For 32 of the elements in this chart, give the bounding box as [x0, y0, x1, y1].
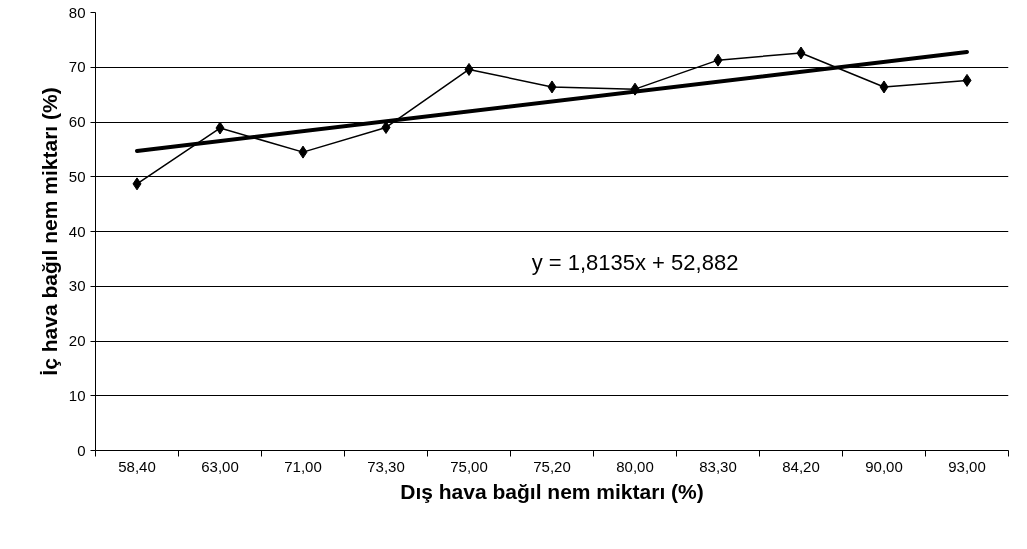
point	[298, 145, 308, 159]
point	[464, 62, 474, 76]
y-tick-label: 0	[77, 441, 86, 459]
y-tick-label: 10	[68, 386, 86, 404]
point	[879, 80, 889, 94]
annotation: y = 1,8135x + 52,882	[531, 249, 739, 275]
x-tick-label: 75,00	[450, 457, 488, 475]
y-tick-label: 30	[68, 277, 86, 295]
point	[796, 46, 806, 60]
y-tick-label: 50	[68, 167, 86, 185]
y-tick-label: 40	[68, 222, 86, 240]
y-tick-label: 60	[68, 113, 86, 130]
x-tick-label: 90,00	[865, 457, 903, 475]
x-tick-label: 83,30	[699, 457, 737, 475]
point	[132, 177, 142, 191]
point	[713, 53, 723, 67]
point	[962, 73, 972, 87]
y-axis-title: İç hava bağıl nem miktarı (%)	[37, 87, 61, 376]
x-axis-title: Dış hava bağıl nem miktarı (%)	[400, 479, 704, 503]
point	[547, 80, 557, 94]
y-tick-label: 20	[68, 332, 86, 349]
x-tick-label: 63,00	[201, 457, 239, 475]
x-tick-label: 73,30	[367, 457, 405, 475]
y-tick-label: 70	[68, 58, 86, 76]
x-tick-label: 93,00	[948, 457, 986, 475]
y-tick-label: 80	[68, 3, 86, 21]
x-tick-label: 80,00	[616, 457, 654, 475]
x-tick-label: 58,40	[118, 457, 156, 475]
x-tick-label: 75,20	[533, 457, 571, 475]
x-tick-label: 71,00	[284, 457, 322, 475]
point	[215, 121, 225, 135]
x-tick-label: 84,20	[782, 457, 820, 475]
